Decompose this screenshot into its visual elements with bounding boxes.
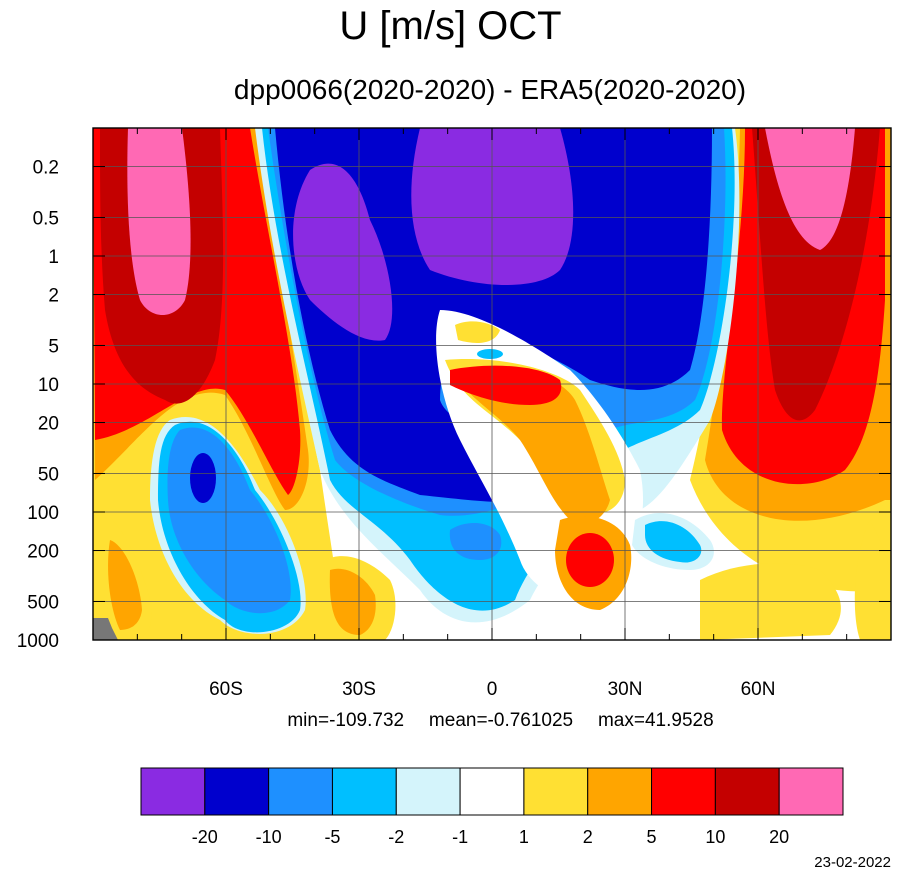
colorbar: -20 -10 -5 -2 -1 1 2 5 10 20 [140,767,844,847]
chart-subtitle: dpp0066(2020-2020) - ERA5(2020-2020) [233,74,747,105]
colorbar-swatch [331,767,397,816]
contour-small-m [477,349,503,359]
x-tick-label: 30N [608,679,643,700]
colorbar-swatch [459,767,525,816]
colorbar-label: -5 [324,827,340,847]
x-tick-label: 60S [209,679,243,700]
y-axis: 0.2 0.5 1 2 5 10 20 50 100 200 500 1000 [17,158,891,652]
colorbar-swatch [268,767,333,816]
contour-n-patch-m2 [645,521,702,563]
stat-max: max=41.9528 [597,710,714,731]
grid-lines [93,128,891,640]
colorbar-swatch [395,767,461,816]
contour-nlow-60b [854,520,891,640]
colorbar-label: -10 [256,827,282,847]
chart-title: U [m/s] OCT [339,4,562,48]
colorbar-swatch [140,767,206,816]
contour-eq-10 [450,365,562,405]
colorbar-label: 20 [769,827,789,847]
contour-eq-5 [450,366,610,524]
contour-south-m20 [293,163,393,341]
colorbar-swatch [651,767,716,816]
y-tick-label: 5 [48,336,59,357]
topography-mask [93,618,118,640]
contour-n-jet-max [765,128,855,250]
y-tick-label: 10 [38,375,59,396]
colorbar-swatch [204,767,270,816]
field-statistics: min=-109.732 mean=-0.761025 max=41.9528 [0,710,901,732]
y-tick-label: 0.2 [33,158,59,179]
colorbar-swatch [587,767,653,816]
y-tick-label: 50 [38,464,59,485]
colorbar-swatch [778,767,844,816]
x-tick-label: 60N [741,679,776,700]
colorbar-label: -20 [192,827,218,847]
y-tick-label: 1000 [17,631,59,652]
x-axis: 60S 30S 0 30N 60N [136,128,848,700]
y-tick-label: 500 [27,592,59,613]
colorbar-label: 1 [519,827,529,847]
contour-center-m10 [275,128,712,503]
colorbar-swatch [523,767,589,816]
y-tick-label: 1 [48,247,59,268]
y-tick-label: 0.5 [33,208,59,229]
plot-date: 23-02-2022 [814,854,891,871]
contour-s-jet-max [127,128,191,315]
y-tick-label: 100 [27,503,59,524]
stat-mean: mean=-0.761025 [428,710,574,731]
x-tick-label: 0 [487,679,498,700]
colorbar-swatch [714,767,780,816]
colorbar-label: -2 [388,827,404,847]
contour-small-eq [455,321,500,343]
colorbar-label: -1 [452,827,468,847]
colorbar-label: 2 [583,827,593,847]
x-tick-label: 30S [342,679,376,700]
y-tick-label: 20 [38,414,59,435]
stat-min: min=-109.732 [287,710,405,731]
y-tick-label: 2 [48,286,59,307]
colorbar-label: 5 [647,827,657,847]
contour-slow-70b [108,540,142,630]
y-tick-label: 200 [27,542,59,563]
colorbar-label: 10 [705,827,725,847]
contour-nsub-10 [566,533,614,587]
contour-smid-m10 [190,453,216,503]
